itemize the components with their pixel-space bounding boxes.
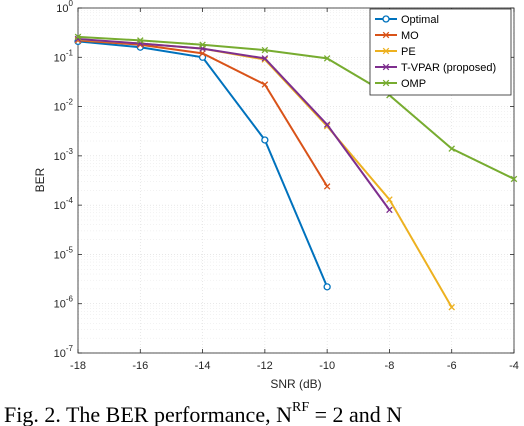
x-tick-label: -12 xyxy=(257,360,273,372)
x-tick-label: -6 xyxy=(447,360,457,372)
data-point xyxy=(261,81,269,88)
data-point xyxy=(448,303,455,311)
y-tick-base: 10 xyxy=(54,52,66,64)
y-tick-exponent: -5 xyxy=(66,245,74,254)
series-line xyxy=(77,38,391,211)
y-tick-base: 10 xyxy=(56,3,68,15)
data-point xyxy=(382,31,390,39)
plot-frame xyxy=(77,7,515,354)
y-tick-label: 10-7 xyxy=(54,344,74,360)
y-tick-label: 100 xyxy=(56,0,73,15)
y-tick-exponent: -3 xyxy=(66,147,74,156)
caption-text: Fig. 2. The BER performance, N xyxy=(4,402,292,426)
caption-superscript: RF xyxy=(292,400,309,415)
data-point xyxy=(323,121,331,128)
legend-label: PE xyxy=(401,46,416,58)
x-tick-label: -8 xyxy=(385,360,395,372)
data-point xyxy=(382,63,390,71)
y-tick-exponent: -7 xyxy=(66,344,74,353)
series-line xyxy=(77,35,515,180)
y-tick-exponent: -2 xyxy=(66,98,74,107)
x-tick-labels: -18 -16 -14 -12 -10 -8 -6 -4 xyxy=(70,360,519,372)
data-point xyxy=(261,55,269,62)
data-point xyxy=(323,55,331,62)
data-point xyxy=(323,283,331,291)
legend-entry: MO xyxy=(375,30,419,42)
data-point xyxy=(199,50,206,57)
y-tick-base: 10 xyxy=(54,102,66,114)
x-tick-label: -4 xyxy=(509,360,519,372)
legend-entry: T-VPAR (proposed) xyxy=(375,62,496,74)
x-tick-label: -10 xyxy=(319,360,335,372)
data-point xyxy=(137,37,144,44)
series-layer xyxy=(74,33,518,311)
legend-label: T-VPAR (proposed) xyxy=(401,62,496,74)
figure-caption: Fig. 2. The BER performance, NRF = 2 and… xyxy=(4,400,402,426)
data-point xyxy=(261,46,269,54)
data-point xyxy=(386,206,393,214)
x-axis-label: SNR (dB) xyxy=(270,377,321,391)
x-tick-label: -14 xyxy=(195,360,211,372)
y-tick-base: 10 xyxy=(54,200,66,212)
series-omp xyxy=(74,33,518,183)
x-tick-label: -16 xyxy=(132,360,148,372)
legend: Optimal MO PE T-VPAR (proposed) OMP xyxy=(369,8,512,96)
y-tick-exponent: -6 xyxy=(66,295,74,304)
data-point xyxy=(261,136,269,144)
y-tick-base: 10 xyxy=(54,151,66,163)
data-point xyxy=(382,79,390,87)
legend-entry: Optimal xyxy=(375,14,439,26)
y-axis-label: BER xyxy=(33,167,47,192)
y-tick-label: 10-5 xyxy=(54,245,74,261)
data-point xyxy=(323,183,331,190)
y-tick-base: 10 xyxy=(54,299,66,311)
y-tick-exponent: -4 xyxy=(66,196,74,205)
data-point xyxy=(386,196,393,203)
caption-tail: = 2 and N xyxy=(309,402,402,426)
data-point xyxy=(510,175,518,183)
legend-entry: OMP xyxy=(375,78,426,90)
data-point xyxy=(382,15,390,23)
legend-label: Optimal xyxy=(401,14,439,26)
y-tick-label: 10-2 xyxy=(54,98,74,114)
y-tick-base: 10 xyxy=(54,348,66,360)
y-tick-base: 10 xyxy=(54,249,66,261)
legend-entry: PE xyxy=(375,46,416,58)
y-tick-exponent: 0 xyxy=(69,0,74,8)
legend-label: MO xyxy=(401,30,419,42)
x-tick-label: -18 xyxy=(70,360,86,372)
data-point xyxy=(199,41,206,48)
data-point xyxy=(382,47,390,55)
y-tick-label: 10-6 xyxy=(54,295,74,311)
data-point xyxy=(74,33,82,41)
data-point xyxy=(448,145,455,152)
y-tick-label: 10-3 xyxy=(54,147,74,163)
y-tick-label: 10-4 xyxy=(54,196,74,212)
y-tick-label: 10-1 xyxy=(54,48,74,64)
y-tick-exponent: -1 xyxy=(66,48,74,57)
legend-label: OMP xyxy=(401,78,426,90)
